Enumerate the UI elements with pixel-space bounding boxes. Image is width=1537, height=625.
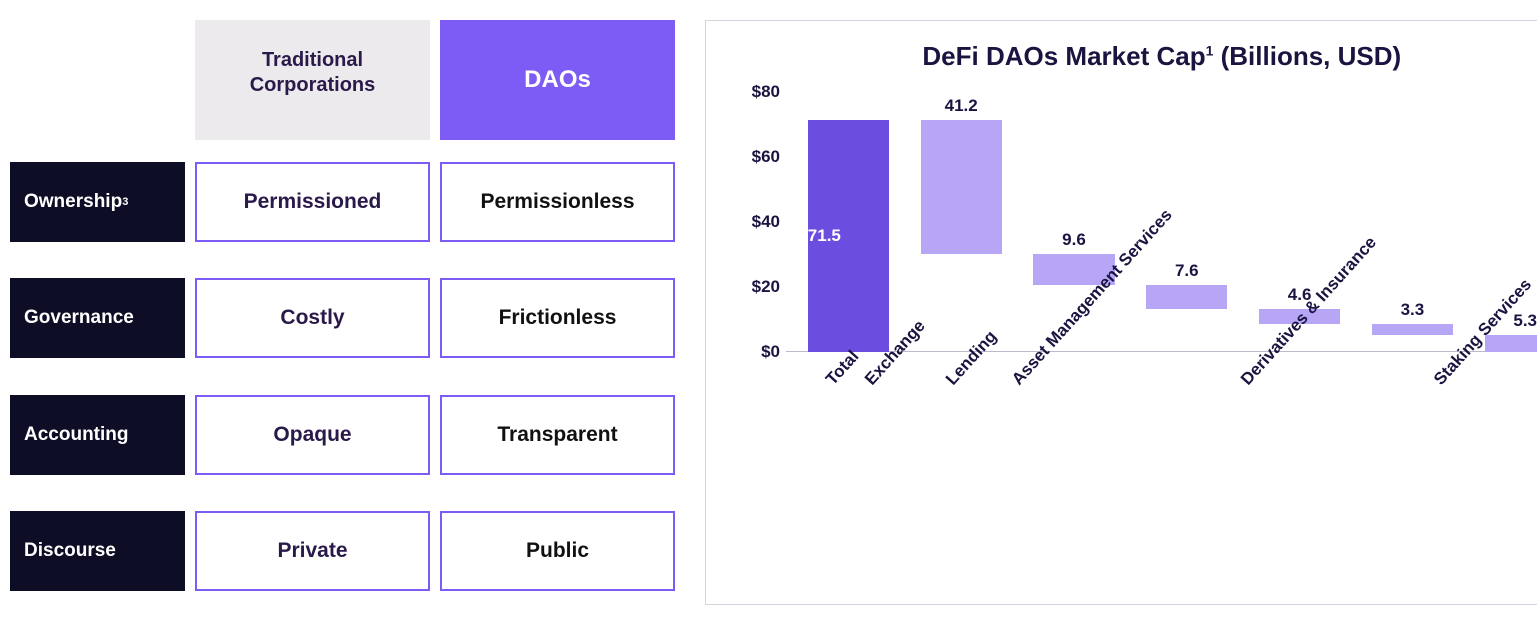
x-axis-label: Derivatives & Insurance [1207, 362, 1400, 562]
row-label-text: Governance [24, 307, 134, 329]
x-axis-label: Asset Management Services [978, 362, 1208, 562]
chart-x-labels: TotalExchangeLendingAsset Management Ser… [786, 362, 1537, 562]
cell-discourse-traditional: Private [195, 511, 430, 591]
bar-value-label: 71.5 [808, 226, 841, 246]
row-label-accounting: Accounting [10, 395, 185, 475]
chart-title: DeFi DAOs Market Cap1 (Billions, USD) [736, 41, 1537, 72]
y-tick: $60 [736, 147, 780, 167]
comparison-table: TraditionalCorporations DAOs Ownership3 … [10, 20, 675, 605]
cell-discourse-daos: Public [440, 511, 675, 591]
bar-col: 71.5 [792, 92, 905, 352]
row-label-text: Ownership [24, 191, 122, 213]
bar-rect [921, 120, 1002, 254]
row-label-text: Accounting [24, 424, 129, 446]
y-tick: $80 [736, 82, 780, 102]
header-traditional: TraditionalCorporations [195, 20, 430, 140]
x-axis-label: Total [792, 362, 831, 562]
bar-rect [1485, 335, 1537, 352]
bar-col: 3.3 [1356, 92, 1469, 352]
bar-col: 41.2 [905, 92, 1018, 352]
x-axis-label: Lending [912, 362, 978, 562]
chart-title-suffix: (Billions, USD) [1213, 41, 1401, 71]
row-label-sup: 3 [122, 196, 128, 208]
y-tick: $0 [736, 342, 780, 362]
row-label-discourse: Discourse [10, 511, 185, 591]
cell-ownership-traditional: Permissioned [195, 162, 430, 242]
x-axis-label: Exchange [831, 362, 911, 562]
bar-rect [1372, 324, 1453, 335]
bar-rect: 71.5 [808, 120, 889, 352]
cell-ownership-daos: Permissionless [440, 162, 675, 242]
row-label-governance: Governance [10, 278, 185, 358]
y-tick: $20 [736, 277, 780, 297]
row-label-ownership: Ownership3 [10, 162, 185, 242]
cell-accounting-daos: Transparent [440, 395, 675, 475]
bar-rect [1146, 285, 1227, 310]
bar-value-label: 3.3 [1401, 300, 1425, 320]
bar-value-label: 7.6 [1175, 261, 1199, 281]
cell-governance-traditional: Costly [195, 278, 430, 358]
header-daos: DAOs [440, 20, 675, 140]
header-spacer [10, 20, 185, 140]
cell-governance-daos: Frictionless [440, 278, 675, 358]
x-axis-label: Staking Services [1400, 362, 1536, 562]
bar-value-label: 5.3 [1513, 311, 1537, 331]
chart-title-prefix: DeFi DAOs Market Cap [922, 41, 1205, 71]
row-label-text: Discourse [24, 540, 116, 562]
bar-value-label: 41.2 [945, 96, 978, 116]
bar-value-label: 9.6 [1062, 230, 1086, 250]
y-tick: $40 [736, 212, 780, 232]
cell-accounting-traditional: Opaque [195, 395, 430, 475]
market-cap-chart: DeFi DAOs Market Cap1 (Billions, USD) 71… [705, 20, 1537, 605]
